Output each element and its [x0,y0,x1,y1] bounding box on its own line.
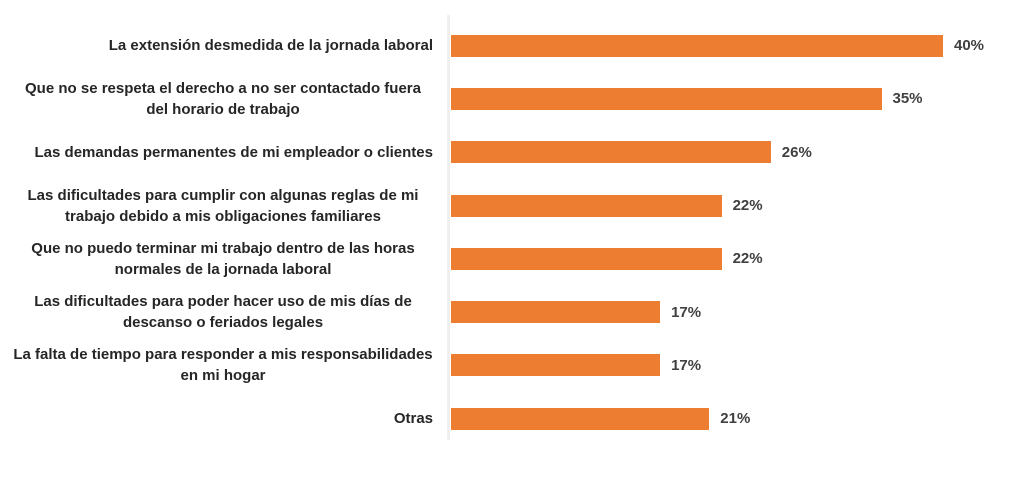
bar-area: 35% [451,72,1024,125]
bar [451,301,661,324]
category-label-cell: Que no puedo terminar mi trabajo dentro … [0,238,451,280]
bar-area: 17% [451,339,1024,392]
category-label: La extensión desmedida de la jornada lab… [108,37,433,55]
value-label: 22% [732,250,763,268]
category-label-cell: Las dificultades para cumplir con alguna… [0,185,451,227]
value-label: 40% [954,37,985,55]
bar [451,354,661,377]
bar-area: 40% [451,19,1024,72]
category-label-cell: La extensión desmedida de la jornada lab… [0,35,451,56]
bar-area: 21% [451,392,1024,445]
value-label: 17% [671,356,702,374]
category-label-cell: La falta de tiempo para responder a mis … [0,344,451,386]
chart-row: Las dificultades para poder hacer uso de… [0,285,1024,338]
category-label: Que no se respeta el derecho a no ser co… [25,79,421,118]
chart-rows: La extensión desmedida de la jornada lab… [0,19,1024,445]
bar-area: 17% [451,285,1024,338]
bar [451,194,722,217]
chart-row: Que no puedo terminar mi trabajo dentro … [0,232,1024,285]
y-axis-line [447,15,450,440]
category-label: Las demandas permanentes de mi empleador… [34,143,433,161]
chart-row: Que no se respeta el derecho a no ser co… [0,72,1024,125]
chart-row: La extensión desmedida de la jornada lab… [0,19,1024,72]
category-label-cell: Que no se respeta el derecho a no ser co… [0,78,451,120]
category-label: La falta de tiempo para responder a mis … [13,346,433,385]
value-label: 35% [892,90,923,108]
chart-row: Otras 21% [0,392,1024,445]
bar [451,247,722,270]
bar-area: 22% [451,179,1024,232]
value-label: 26% [781,143,812,161]
bar [451,34,943,57]
value-label: 22% [732,197,763,215]
category-label-cell: Las dificultades para poder hacer uso de… [0,291,451,333]
bar [451,141,771,164]
value-label: 17% [671,303,702,321]
chart-row: Las demandas permanentes de mi empleador… [0,126,1024,179]
chart-row: La falta de tiempo para responder a mis … [0,339,1024,392]
value-label: 21% [720,410,751,428]
category-label: Que no puedo terminar mi trabajo dentro … [31,239,415,278]
bar [451,87,882,110]
category-label: Las dificultades para poder hacer uso de… [34,293,412,332]
bar-area: 26% [451,126,1024,179]
category-label-cell: Las demandas permanentes de mi empleador… [0,142,451,163]
category-label: Las dificultades para cumplir con alguna… [27,186,419,225]
chart-row: Las dificultades para cumplir con alguna… [0,179,1024,232]
category-label: Otras [393,410,433,428]
bar-area: 22% [451,232,1024,285]
bar [451,407,710,430]
category-label-cell: Otras [0,408,451,429]
